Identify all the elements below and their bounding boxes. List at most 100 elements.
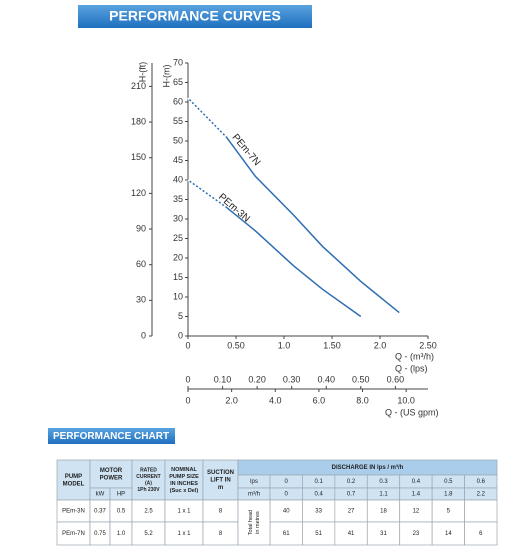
table-text: (A)	[145, 481, 152, 487]
table-cell	[89, 459, 133, 489]
table-text: PEm-7N	[62, 531, 85, 537]
x3-axis-label: Q - (US gpm)	[385, 407, 439, 417]
table-text: 0.1	[314, 479, 323, 485]
x3-tick-label: 8.0	[356, 395, 369, 405]
table-text: m³/h	[248, 492, 260, 498]
y-tick-label: 10	[173, 291, 183, 301]
table-text: m	[218, 485, 223, 491]
curve-0	[187, 97, 400, 314]
table-text: 0.2	[347, 479, 356, 485]
y-tick-label: 65	[173, 77, 183, 87]
table-text: POWER	[100, 475, 123, 481]
y2-tick-label: 90	[136, 223, 146, 233]
table-text: 27	[348, 509, 355, 515]
table-text: 41	[348, 531, 355, 537]
x2-tick-label: 0.50	[352, 374, 370, 384]
table-text: HP	[117, 492, 125, 498]
table-text: 18	[380, 509, 387, 515]
table-text: 0.5	[444, 479, 453, 485]
table-text: 1.1	[379, 492, 388, 498]
x3-tick-label: 2.0	[225, 395, 238, 405]
x-tick-label: 0	[185, 340, 190, 350]
y2-tick-label: 0	[141, 330, 146, 340]
y2-tick-label: 210	[131, 81, 146, 91]
x2-tick-label: 0.40	[317, 374, 335, 384]
y-tick-label: 40	[173, 174, 183, 184]
table-text: 0.3	[379, 479, 388, 485]
x-tick-label: 2.50	[419, 340, 437, 350]
table-text: NOMINAL	[171, 467, 197, 473]
table-text: 40	[283, 509, 290, 515]
x2-tick-label: 0.30	[283, 374, 301, 384]
y-tick-label: 50	[173, 135, 183, 145]
table-text: lps	[250, 479, 258, 485]
table-text: 5.2	[144, 531, 153, 537]
table-cell	[237, 499, 271, 546]
table-text: kW	[96, 492, 105, 498]
x2-axis-label: Q - (lps)	[395, 363, 428, 373]
x3-tick-label: 10.0	[397, 395, 415, 405]
head-label: in metres	[255, 511, 261, 534]
y-tick-label: 60	[173, 96, 183, 106]
table-cell	[131, 459, 166, 501]
table-text: 1 x 1	[177, 509, 191, 515]
table-cell	[464, 521, 498, 546]
x-tick-label: 1.50	[323, 340, 341, 350]
table-text: MOTOR	[100, 468, 123, 474]
y-tick-label: 5	[178, 311, 183, 321]
y-tick-label: 55	[173, 116, 183, 126]
table-text: 6	[479, 531, 483, 537]
table-text: 0.4	[314, 492, 323, 498]
table-cell	[464, 499, 498, 523]
table-text: CURRENT	[136, 474, 160, 480]
x-tick-label: 1.0	[278, 340, 291, 350]
table-text: 14	[445, 531, 452, 537]
table-text: 2.2	[477, 492, 486, 498]
y-tick-label: 35	[173, 194, 183, 204]
table-text: 0	[285, 479, 289, 485]
table-title: PERFORMANCE CHART	[53, 431, 169, 442]
table-text: 0.6	[477, 479, 486, 485]
table-banner	[48, 428, 175, 444]
page-title: PERFORMANCE CURVES	[109, 8, 281, 24]
table-text: RATED	[140, 468, 157, 474]
table-cell	[56, 459, 91, 501]
x3-tick-label: 4.0	[269, 395, 282, 405]
table-text: PEm-3N	[62, 509, 85, 515]
y2-tick-label: 30	[136, 295, 146, 305]
y-tick-label: 0	[178, 330, 183, 340]
x2-tick-label: 0.10	[214, 374, 232, 384]
table-text: 0.7	[347, 492, 356, 498]
table-text: 1.8	[444, 492, 453, 498]
y-tick-label: 25	[173, 233, 183, 243]
y2-tick-label: 60	[136, 259, 146, 269]
table-text: 51	[315, 531, 322, 537]
table-text: 0.37	[94, 509, 106, 515]
table-text: 61	[283, 531, 290, 537]
table-text: 1 x 1	[177, 531, 191, 537]
y-tick-label: 15	[173, 272, 183, 282]
table-text: 1.0	[117, 531, 126, 537]
x2-tick-label: 0	[185, 374, 190, 384]
x2-tick-label: 0.20	[248, 374, 266, 384]
y-tick-label: 70	[173, 57, 183, 67]
table-text: 33	[315, 509, 322, 515]
x-axis-label: Q - (m³/h)	[395, 351, 434, 361]
table-text: 1Ph 230V	[137, 487, 160, 493]
y2-tick-label: 120	[131, 188, 146, 198]
head-label: Total head	[248, 510, 254, 535]
x-tick-label: 2.0	[374, 340, 387, 350]
y-tick-label: 20	[173, 252, 183, 262]
x2-tick-label: 0.60	[387, 374, 405, 384]
curve-dashed-start	[187, 97, 228, 138]
x-tick-label: 0.50	[227, 340, 245, 350]
table-text: MODEL	[63, 481, 85, 487]
table-text: IN INCHES	[170, 481, 198, 487]
y2-axis-label: H-(ft)	[137, 62, 147, 83]
table-text: PUMP SIZE	[169, 474, 199, 480]
table-text: 8	[219, 509, 223, 515]
curve-label: PEm-3N	[216, 192, 252, 225]
table-text: SUCTION	[207, 470, 234, 476]
table-text: 0.5	[117, 509, 126, 515]
